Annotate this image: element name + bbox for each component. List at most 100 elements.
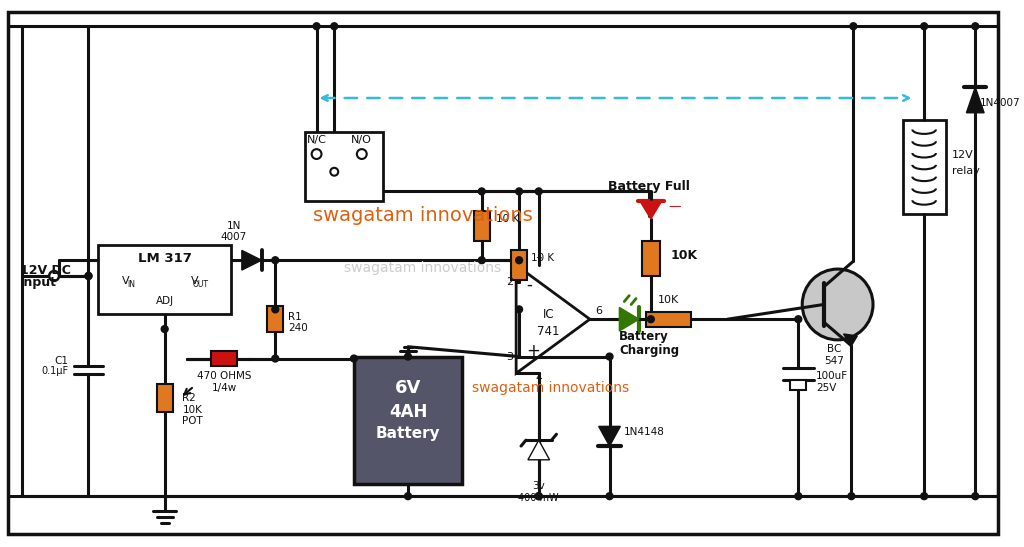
Text: 3: 3 [506,352,513,362]
Circle shape [972,493,979,499]
Circle shape [516,188,522,195]
Text: Input: Input [19,276,56,289]
Text: LM 317: LM 317 [138,252,191,265]
Circle shape [313,23,321,30]
Text: 0.1μF: 0.1μF [42,366,69,376]
Text: N/C: N/C [306,135,327,146]
Circle shape [850,23,857,30]
Circle shape [271,257,279,264]
Text: -: - [526,276,531,294]
Text: 10 K: 10 K [530,253,554,263]
Bar [305,132,383,201]
Text: 25V: 25V [816,383,837,393]
Circle shape [271,306,279,313]
Circle shape [921,493,928,499]
Circle shape [795,316,802,323]
Text: ADJ: ADJ [156,295,174,306]
Text: +: + [526,342,540,360]
Circle shape [647,316,654,323]
Text: 10 K: 10 K [497,214,519,224]
Text: R1: R1 [288,312,302,322]
Text: 240: 240 [288,323,308,333]
Circle shape [49,271,59,281]
Text: —: — [669,200,681,213]
Bar [211,351,237,366]
Text: Battery: Battery [376,426,440,441]
Text: 3v: 3v [532,481,545,491]
Circle shape [357,149,367,159]
Text: 2: 2 [506,277,513,287]
Text: 400 mW: 400 mW [518,493,559,503]
Text: 10K: 10K [671,249,697,262]
Text: 470 OHMS: 470 OHMS [197,371,252,381]
Text: 741: 741 [538,324,560,337]
Circle shape [516,306,522,313]
Circle shape [921,23,928,30]
Circle shape [606,353,613,360]
Circle shape [331,168,338,176]
Text: IC: IC [543,308,554,321]
Text: 7: 7 [536,257,542,267]
Text: IN: IN [128,280,136,289]
Bar [511,251,527,280]
Circle shape [848,493,855,499]
Text: relay: relay [951,166,980,176]
Text: Battery Full: Battery Full [608,180,690,193]
Text: C1: C1 [55,356,69,365]
Bar [791,380,806,390]
Circle shape [85,272,92,280]
Bar [646,312,690,327]
Text: POT: POT [182,416,203,427]
Text: 4007: 4007 [221,231,247,242]
Text: 4AH: 4AH [389,403,427,421]
Text: swagatam innovations: swagatam innovations [472,381,629,395]
Text: 547: 547 [823,356,844,365]
Text: 100uF: 100uF [816,371,848,381]
Circle shape [606,493,613,499]
Text: R2: R2 [182,393,197,403]
Circle shape [404,493,412,499]
Polygon shape [528,440,550,460]
Circle shape [536,493,542,499]
Polygon shape [844,334,857,346]
Polygon shape [516,265,590,373]
Polygon shape [620,307,639,331]
Text: OUT: OUT [193,280,209,289]
Circle shape [802,269,873,340]
Circle shape [478,257,485,264]
Circle shape [478,188,485,195]
Circle shape [516,257,522,264]
Circle shape [85,272,92,280]
Text: 12V DC: 12V DC [19,264,71,277]
Text: V: V [190,276,199,286]
Text: 1N4007: 1N4007 [980,98,1021,108]
Bar [474,211,489,241]
Text: 6: 6 [595,306,602,316]
Text: 10K: 10K [657,294,679,305]
Text: 1N4148: 1N4148 [625,427,666,437]
Polygon shape [967,87,984,113]
Polygon shape [599,426,621,446]
Bar [902,120,946,214]
Text: 1N: 1N [226,221,242,231]
Text: V: V [122,276,130,286]
Text: 4: 4 [536,373,542,383]
Text: 1/4w: 1/4w [212,383,237,393]
Text: BC: BC [826,344,841,354]
Circle shape [536,493,542,499]
Text: Charging: Charging [620,344,680,357]
Text: 12V: 12V [951,150,974,160]
Bar [267,306,284,332]
Text: 6V: 6V [395,379,421,397]
Circle shape [271,355,279,362]
Circle shape [972,23,979,30]
Circle shape [331,23,338,30]
Bar [354,357,462,485]
Text: swagatam innovations: swagatam innovations [344,261,502,275]
Circle shape [350,355,357,362]
Polygon shape [242,251,261,270]
Circle shape [536,188,542,195]
Circle shape [404,353,412,360]
Circle shape [795,493,802,499]
Bar [642,241,659,276]
